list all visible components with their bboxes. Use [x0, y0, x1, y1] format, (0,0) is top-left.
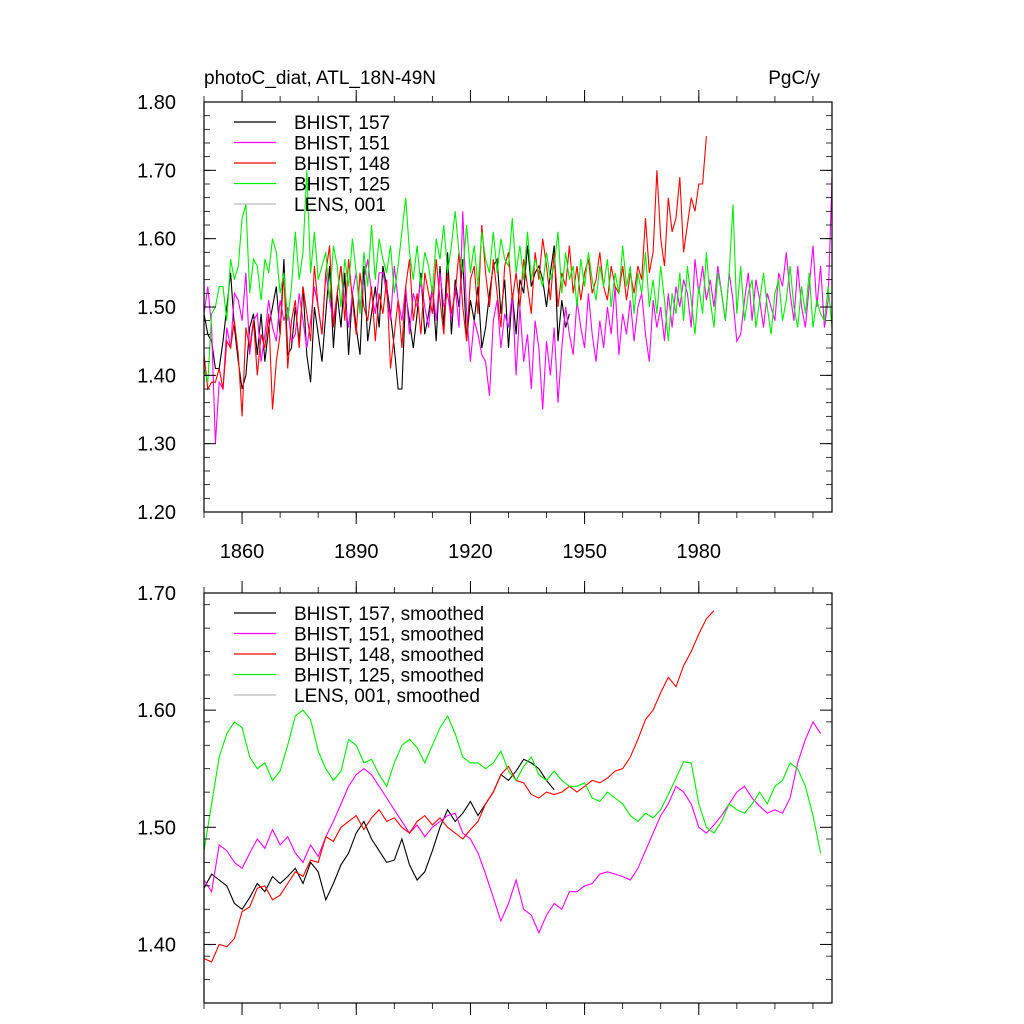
bottom-legend-label: BHIST, 157, smoothed — [294, 604, 484, 625]
top-x-tick-label: 1890 — [334, 541, 379, 563]
top-series-line-0 — [204, 245, 570, 390]
bottom-series-group — [204, 610, 822, 963]
top-chart-panel: photoC_diat, ATL_18N-49N PgC/y 1.20 1.30 1… — [137, 68, 833, 563]
top-legend-label: BHIST, 151 — [294, 134, 390, 155]
top-y-tick-label: 1.60 — [137, 229, 176, 251]
bottom-legend-label: BHIST, 148, smoothed — [294, 645, 484, 666]
bottom-y-tick-label: 1.50 — [137, 817, 176, 839]
top-legend-label: BHIST, 125 — [294, 175, 390, 196]
top-y-tick-label: 1.20 — [137, 502, 176, 524]
bottom-series-line-0 — [204, 758, 555, 911]
bottom-y-tick-label: 1.40 — [137, 934, 176, 956]
bottom-series-line-3 — [204, 709, 822, 854]
top-y-tick-label: 1.30 — [137, 434, 176, 456]
top-chart-units: PgC/y — [768, 68, 820, 89]
top-legend-label: BHIST, 148 — [294, 154, 390, 175]
top-y-tick-label: 1.70 — [137, 160, 176, 182]
top-x-tick-label: 1980 — [677, 541, 722, 563]
bottom-series-line-2 — [204, 610, 715, 963]
top-legend-label: BHIST, 157 — [294, 113, 390, 134]
top-y-tick-label: 1.50 — [137, 297, 176, 319]
top-x-tick-label: 1860 — [220, 541, 265, 563]
bottom-plot-frame — [203, 592, 833, 1004]
top-x-tick-label: 1920 — [448, 541, 493, 563]
bottom-y-tick-label: 1.70 — [137, 583, 176, 605]
top-legend-label: LENS, 001 — [294, 195, 386, 216]
top-series-line-2 — [204, 136, 707, 417]
bottom-legend-label: LENS, 001, smoothed — [294, 686, 480, 707]
top-chart-title: photoC_diat, ATL_18N-49N — [204, 68, 436, 89]
top-x-tick-label: 1950 — [562, 541, 607, 563]
top-y-tick-label: 1.40 — [137, 365, 176, 387]
top-series-line-3 — [204, 170, 832, 383]
bottom-legend-label: BHIST, 125, smoothed — [294, 666, 484, 687]
top-series-group — [204, 136, 832, 444]
bottom-legend-label: BHIST, 151, smoothed — [294, 625, 484, 646]
bottom-y-tick-label: 1.60 — [137, 700, 176, 722]
bottom-series-line-1 — [204, 720, 822, 935]
top-y-tick-label: 1.80 — [137, 92, 176, 114]
